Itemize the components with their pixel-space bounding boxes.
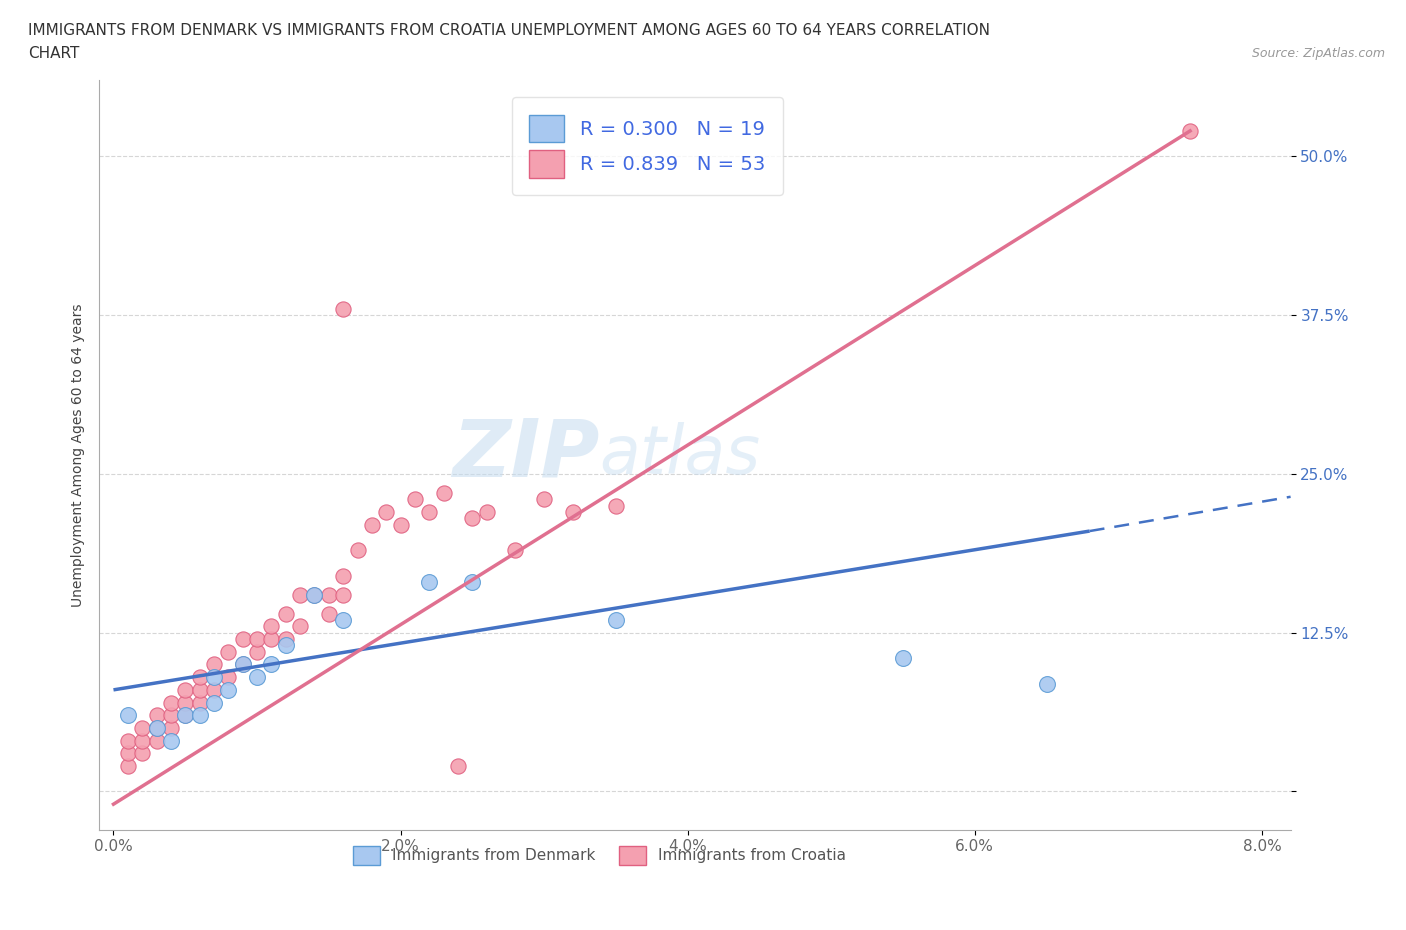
Point	[160, 695, 183, 710]
Point	[246, 631, 269, 646]
Point	[202, 657, 225, 671]
Point	[505, 543, 527, 558]
Point	[217, 670, 239, 684]
Point	[418, 575, 440, 590]
Point	[1178, 124, 1201, 139]
Point	[260, 657, 283, 671]
Point	[1035, 676, 1057, 691]
Point	[246, 670, 269, 684]
Point	[131, 746, 153, 761]
Point	[461, 511, 484, 525]
Point	[360, 517, 382, 532]
Point	[605, 613, 627, 628]
Point	[174, 708, 197, 723]
Point	[117, 759, 139, 774]
Point	[288, 618, 311, 633]
Point	[332, 301, 354, 316]
Point	[174, 708, 197, 723]
Point	[461, 575, 484, 590]
Point	[332, 568, 354, 583]
Text: CHART: CHART	[28, 46, 80, 61]
Point	[145, 721, 167, 736]
Point	[605, 498, 627, 513]
Y-axis label: Unemployment Among Ages 60 to 64 years: Unemployment Among Ages 60 to 64 years	[72, 303, 86, 606]
Point	[145, 721, 167, 736]
Point	[131, 733, 153, 748]
Point	[160, 733, 183, 748]
Point	[304, 587, 326, 602]
Point	[318, 606, 340, 621]
Point	[131, 721, 153, 736]
Point	[202, 683, 225, 698]
Point	[274, 638, 297, 653]
Point	[433, 485, 456, 500]
Point	[288, 587, 311, 602]
Point	[274, 606, 297, 621]
Point	[260, 618, 283, 633]
Point	[160, 708, 183, 723]
Point	[274, 631, 297, 646]
Point	[891, 651, 914, 666]
Point	[447, 759, 470, 774]
Point	[346, 543, 368, 558]
Point	[232, 657, 254, 671]
Point	[404, 492, 426, 507]
Point	[304, 587, 326, 602]
Text: atlas: atlas	[599, 422, 761, 488]
Point	[246, 644, 269, 659]
Point	[232, 657, 254, 671]
Point	[117, 733, 139, 748]
Text: ZIP: ZIP	[453, 416, 599, 494]
Legend: Immigrants from Denmark, Immigrants from Croatia: Immigrants from Denmark, Immigrants from…	[346, 840, 852, 870]
Point	[561, 505, 583, 520]
Point	[145, 733, 167, 748]
Text: IMMIGRANTS FROM DENMARK VS IMMIGRANTS FROM CROATIA UNEMPLOYMENT AMONG AGES 60 TO: IMMIGRANTS FROM DENMARK VS IMMIGRANTS FR…	[28, 23, 990, 38]
Point	[375, 505, 398, 520]
Point	[318, 587, 340, 602]
Point	[418, 505, 440, 520]
Point	[188, 670, 211, 684]
Point	[160, 721, 183, 736]
Point	[260, 631, 283, 646]
Point	[174, 683, 197, 698]
Point	[117, 708, 139, 723]
Point	[145, 708, 167, 723]
Point	[188, 683, 211, 698]
Point	[389, 517, 412, 532]
Point	[202, 670, 225, 684]
Point	[217, 644, 239, 659]
Point	[217, 683, 239, 698]
Point	[232, 631, 254, 646]
Point	[188, 708, 211, 723]
Point	[117, 746, 139, 761]
Point	[533, 492, 555, 507]
Point	[202, 695, 225, 710]
Point	[174, 695, 197, 710]
Point	[332, 587, 354, 602]
Point	[188, 695, 211, 710]
Point	[332, 613, 354, 628]
Text: Source: ZipAtlas.com: Source: ZipAtlas.com	[1251, 46, 1385, 60]
Point	[475, 505, 498, 520]
